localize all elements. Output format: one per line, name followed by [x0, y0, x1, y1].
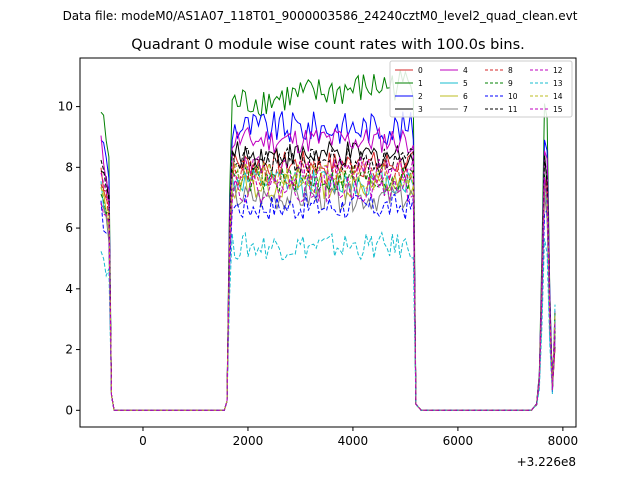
y-tick-label: 4: [65, 282, 73, 296]
legend-label: 8: [508, 66, 513, 75]
series-line-12: [100, 155, 556, 411]
series-line-2: [100, 111, 556, 411]
legend-label: 11: [508, 105, 518, 114]
series-line-5: [100, 167, 556, 411]
legend-label: 13: [553, 79, 563, 88]
y-axis: 0 2 4 6 8 10: [58, 100, 80, 417]
legend-label: 6: [463, 92, 468, 101]
plot-frame: [79, 57, 577, 428]
x-tick-label: 8000: [548, 434, 579, 448]
legend-label: 9: [508, 79, 513, 88]
legend-label: 2: [418, 92, 423, 101]
legend-label: 1: [418, 79, 423, 88]
legend-label: 15: [553, 105, 563, 114]
legend-label: 12: [553, 66, 563, 75]
series-layer: [100, 69, 556, 411]
legend-label: 3: [418, 105, 423, 114]
series-line-13: [100, 231, 556, 411]
legend-label: 7: [463, 105, 468, 114]
legend-label: 4: [463, 66, 468, 75]
y-tick-label: 8: [65, 160, 73, 174]
series-line-15: [100, 173, 556, 411]
series-line-10: [100, 193, 556, 411]
series-line-7: [100, 183, 556, 411]
y-tick-label: 6: [65, 221, 73, 235]
y-tick-label: 0: [65, 403, 73, 417]
x-tick-label: 4000: [338, 434, 369, 448]
y-tick-label: 2: [65, 343, 73, 357]
legend-label: 10: [508, 92, 518, 101]
x-offset-label: +3.226e8: [517, 455, 576, 469]
legend-label: 5: [463, 79, 468, 88]
series-line-6: [100, 172, 556, 411]
x-tick-label: 2000: [233, 434, 264, 448]
legend-box: [389, 60, 573, 118]
series-line-14: [100, 161, 556, 411]
chart-title: Quadrant 0 module wise count rates with …: [131, 37, 525, 53]
series-line-1: [100, 69, 556, 411]
legend-label: 14: [553, 92, 563, 101]
x-tick-label: 6000: [443, 434, 474, 448]
y-tick-label: 10: [58, 100, 73, 114]
series-line-8: [100, 158, 556, 411]
x-axis: 0 2000 4000 6000 8000: [139, 427, 578, 448]
chart-suptitle: Data file: modeM0/AS1A07_118T01_90000035…: [63, 9, 578, 23]
legend-label: 0: [418, 66, 423, 75]
x-tick-label: 0: [139, 434, 147, 448]
